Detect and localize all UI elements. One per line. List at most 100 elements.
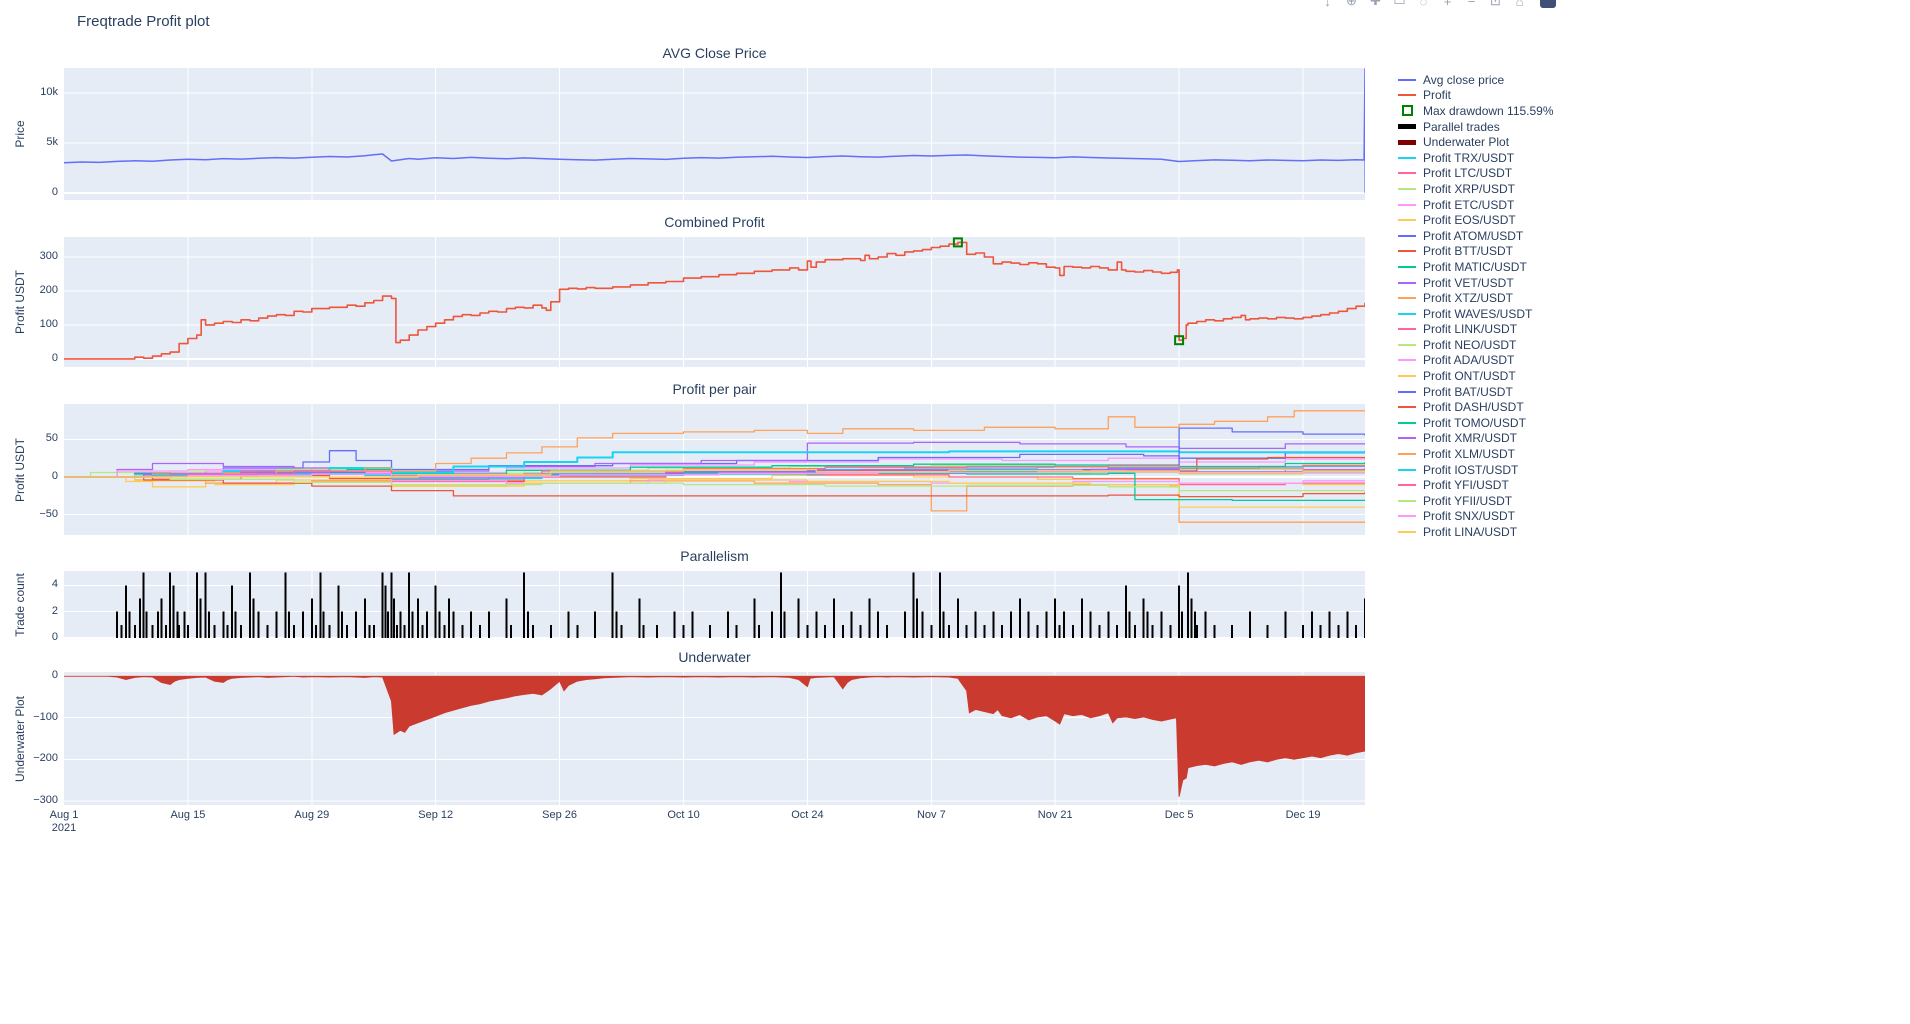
y-tick-label: 2 [51, 604, 58, 617]
legend-label: Profit [1423, 88, 1452, 103]
legend-line-swatch [1398, 343, 1416, 346]
y-tick-label: −200 [33, 752, 58, 765]
legend-line-swatch [1398, 437, 1416, 440]
zoom-out-icon[interactable]: − [1467, 0, 1476, 9]
legend-label: Profit NEO/USDT [1423, 337, 1517, 352]
legend-item-avg-close-price[interactable]: Avg close price [1398, 72, 1554, 88]
y-tick-label: 200 [39, 283, 58, 296]
plot-area-avg-close-price[interactable] [64, 68, 1365, 200]
legend-line-swatch [1398, 124, 1416, 130]
y-tick-label: −50 [39, 507, 58, 520]
legend-item-profit-yfii-usdt[interactable]: Profit YFII/USDT [1398, 493, 1554, 509]
x-tick-label: Aug 29 [294, 809, 330, 821]
legend-line-swatch [1398, 234, 1416, 237]
legend-line-swatch [1398, 297, 1416, 300]
legend-item-profit-eos-usdt[interactable]: Profit EOS/USDT [1398, 212, 1554, 228]
legend-line-swatch [1398, 156, 1416, 159]
legend-item-profit-etc-usdt[interactable]: Profit ETC/USDT [1398, 197, 1554, 213]
legend-line-swatch [1398, 406, 1416, 409]
zoom-icon[interactable]: ⊕ [1346, 0, 1357, 8]
download-plot-icon[interactable]: ↓ [1324, 0, 1331, 9]
plot-area-profit-per-pair[interactable] [64, 404, 1365, 535]
legend-item-profit-iost-usdt[interactable]: Profit IOST/USDT [1398, 462, 1554, 478]
legend-item-parallel-trades[interactable]: Parallel trades [1398, 119, 1554, 135]
legend-line-swatch [1398, 359, 1416, 362]
y-axis-title-underwater: Underwater Plot [13, 695, 27, 782]
legend-line-swatch [1398, 531, 1416, 534]
legend-line-swatch [1398, 172, 1416, 175]
legend-item-profit-yfi-usdt[interactable]: Profit YFI/USDT [1398, 477, 1554, 493]
plot-area-combined-profit[interactable] [64, 237, 1365, 367]
legend-item-profit-xrp-usdt[interactable]: Profit XRP/USDT [1398, 181, 1554, 197]
x-tick-label: Dec 5 [1164, 809, 1194, 821]
legend-label: Profit DASH/USDT [1423, 400, 1524, 415]
legend-label: Avg close price [1423, 72, 1505, 87]
plot-area-parallelism[interactable] [64, 571, 1365, 638]
subplot-title-combined-profit: Combined Profit [664, 214, 765, 230]
subplot-title-profit-per-pair: Profit per pair [672, 381, 757, 397]
autoscale-icon[interactable]: ⊡ [1490, 0, 1501, 8]
legend-item-profit-ont-usdt[interactable]: Profit ONT/USDT [1398, 368, 1554, 384]
legend-item-profit-ltc-usdt[interactable]: Profit LTC/USDT [1398, 166, 1554, 182]
legend-item-profit[interactable]: Profit [1398, 88, 1554, 104]
legend-line-swatch [1398, 499, 1416, 502]
legend-label: Parallel trades [1423, 119, 1500, 134]
legend-line-swatch [1398, 281, 1416, 284]
legend-label: Profit XRP/USDT [1423, 181, 1516, 196]
page-title: Freqtrade Profit plot [77, 13, 210, 30]
y-tick-label: 4 [51, 578, 58, 591]
legend-item-profit-waves-usdt[interactable]: Profit WAVES/USDT [1398, 306, 1554, 322]
legend-item-profit-ada-usdt[interactable]: Profit ADA/USDT [1398, 353, 1554, 369]
legend-line-swatch [1398, 187, 1416, 190]
legend-label: Profit LINK/USDT [1423, 322, 1518, 337]
zoom-in-icon[interactable]: + [1443, 0, 1452, 9]
legend-item-profit-xtz-usdt[interactable]: Profit XTZ/USDT [1398, 290, 1554, 306]
x-tick-label: Sep 26 [542, 809, 578, 821]
plot-area-underwater[interactable] [64, 672, 1365, 805]
legend-label: Profit VET/USDT [1423, 275, 1514, 290]
y-tick-label: 0 [51, 351, 58, 364]
legend-item-profit-neo-usdt[interactable]: Profit NEO/USDT [1398, 337, 1554, 353]
legend-item-profit-snx-usdt[interactable]: Profit SNX/USDT [1398, 509, 1554, 525]
legend-item-profit-link-usdt[interactable]: Profit LINK/USDT [1398, 322, 1554, 338]
box-select-icon[interactable]: ▭ [1393, 0, 1406, 8]
legend-line-swatch [1398, 203, 1416, 206]
legend-label: Profit ATOM/USDT [1423, 228, 1524, 243]
legend-item-profit-xmr-usdt[interactable]: Profit XMR/USDT [1398, 431, 1554, 447]
legend-item-profit-atom-usdt[interactable]: Profit ATOM/USDT [1398, 228, 1554, 244]
legend-label: Profit MATIC/USDT [1423, 259, 1527, 274]
legend-item-profit-tomo-usdt[interactable]: Profit TOMO/USDT [1398, 415, 1554, 431]
legend-item-profit-btt-usdt[interactable]: Profit BTT/USDT [1398, 244, 1554, 260]
y-tick-label: 5k [46, 136, 58, 148]
legend-item-underwater-plot[interactable]: Underwater Plot [1398, 134, 1554, 150]
pan-icon[interactable]: ✚ [1370, 0, 1381, 8]
legend-label: Profit BAT/USDT [1423, 384, 1513, 399]
legend-item-profit-xlm-usdt[interactable]: Profit XLM/USDT [1398, 446, 1554, 462]
x-tick-label: Oct 24 [791, 809, 824, 821]
legend-label: Profit BTT/USDT [1423, 244, 1514, 259]
legend-item-profit-matic-usdt[interactable]: Profit MATIC/USDT [1398, 259, 1554, 275]
legend-line-swatch [1398, 375, 1416, 378]
legend-item-profit-trx-usdt[interactable]: Profit TRX/USDT [1398, 150, 1554, 166]
legend-label: Profit XTZ/USDT [1423, 291, 1514, 306]
x-tick-label: Sep 12 [418, 809, 454, 821]
legend-item-profit-lina-usdt[interactable]: Profit LINA/USDT [1398, 524, 1554, 540]
lasso-select-icon[interactable]: ◌ [1419, 0, 1428, 9]
legend-label: Profit ADA/USDT [1423, 353, 1515, 368]
legend-item-profit-vet-usdt[interactable]: Profit VET/USDT [1398, 275, 1554, 291]
y-tick-label: 0 [51, 470, 58, 483]
legend-item-max-drawdown-115-59-[interactable]: Max drawdown 115.59% [1398, 103, 1554, 119]
legend-item-profit-bat-usdt[interactable]: Profit BAT/USDT [1398, 384, 1554, 400]
legend-line-swatch [1398, 312, 1416, 315]
plotly-logo-icon[interactable] [1540, 0, 1556, 8]
legend-line-swatch [1398, 250, 1416, 253]
subplot-title-avg-close-price: AVG Close Price [662, 45, 767, 61]
x-tick-label: Nov 21 [1037, 809, 1073, 821]
legend-label: Underwater Plot [1423, 135, 1510, 150]
legend-label: Profit ETC/USDT [1423, 197, 1515, 212]
legend-line-swatch [1398, 219, 1416, 222]
reset-axes-icon[interactable]: ⌂ [1515, 0, 1524, 9]
legend-square-marker [1402, 105, 1413, 117]
legend-item-profit-dash-usdt[interactable]: Profit DASH/USDT [1398, 399, 1554, 415]
legend-label: Profit IOST/USDT [1423, 462, 1519, 477]
